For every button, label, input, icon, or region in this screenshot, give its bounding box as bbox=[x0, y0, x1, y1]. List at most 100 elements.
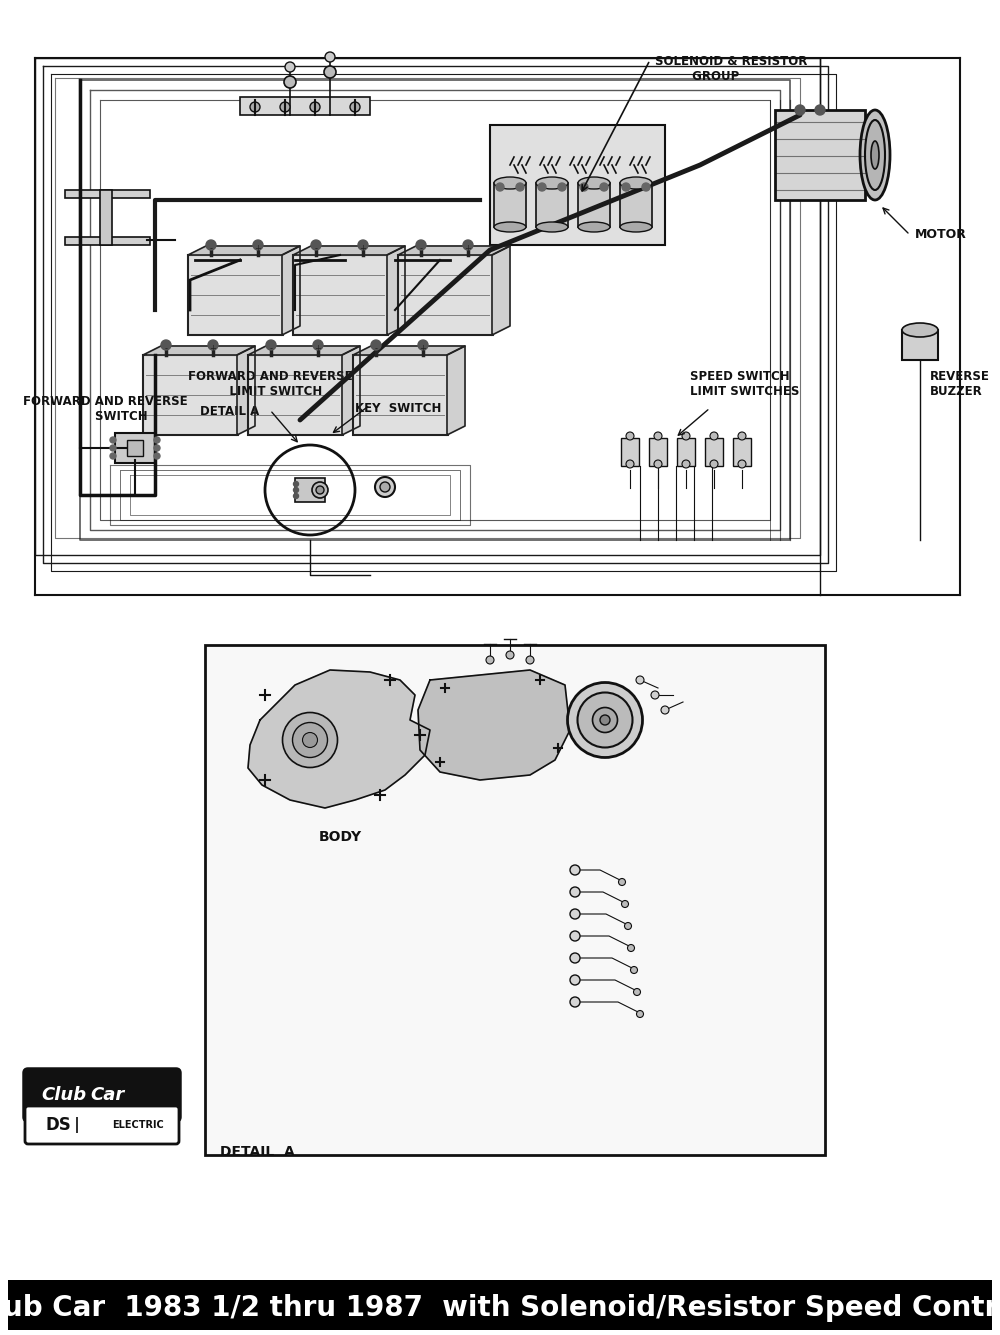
Polygon shape bbox=[418, 670, 570, 780]
Circle shape bbox=[738, 433, 746, 441]
Circle shape bbox=[570, 886, 580, 897]
Circle shape bbox=[516, 183, 524, 191]
Polygon shape bbox=[293, 246, 405, 255]
Circle shape bbox=[651, 692, 659, 700]
Circle shape bbox=[600, 183, 608, 191]
Bar bbox=[127, 441, 143, 457]
Bar bbox=[205, 645, 825, 1155]
Circle shape bbox=[526, 655, 534, 663]
FancyBboxPatch shape bbox=[24, 1069, 180, 1121]
Ellipse shape bbox=[568, 682, 642, 757]
Text: SPEED SWITCH
LIMIT SWITCHES: SPEED SWITCH LIMIT SWITCHES bbox=[690, 370, 799, 398]
Circle shape bbox=[626, 433, 634, 441]
Bar bbox=[115, 433, 155, 463]
Circle shape bbox=[570, 975, 580, 985]
Text: -: - bbox=[210, 244, 212, 254]
Text: +: + bbox=[255, 244, 261, 254]
Circle shape bbox=[486, 655, 494, 663]
Polygon shape bbox=[353, 346, 465, 355]
Circle shape bbox=[795, 105, 805, 115]
Ellipse shape bbox=[578, 178, 610, 190]
Polygon shape bbox=[188, 246, 300, 255]
Circle shape bbox=[738, 461, 746, 469]
Circle shape bbox=[284, 76, 296, 88]
Bar bbox=[578, 183, 610, 227]
Circle shape bbox=[570, 865, 580, 874]
Bar bbox=[76, 1117, 78, 1133]
Circle shape bbox=[628, 944, 635, 952]
Text: -: - bbox=[164, 344, 168, 352]
Polygon shape bbox=[387, 246, 405, 335]
Ellipse shape bbox=[302, 733, 318, 748]
Circle shape bbox=[310, 101, 320, 112]
Text: Car: Car bbox=[90, 1085, 124, 1104]
Circle shape bbox=[285, 61, 295, 72]
Text: DETAIL A: DETAIL A bbox=[200, 405, 260, 418]
Circle shape bbox=[280, 101, 290, 112]
Bar bbox=[575, 705, 605, 736]
Bar bbox=[8, 1280, 992, 1330]
Bar bbox=[353, 355, 448, 435]
Ellipse shape bbox=[292, 722, 328, 757]
Bar bbox=[293, 255, 388, 335]
Bar bbox=[143, 355, 238, 435]
Circle shape bbox=[311, 240, 321, 250]
Bar bbox=[536, 183, 568, 227]
Circle shape bbox=[371, 340, 381, 350]
Text: Club: Club bbox=[41, 1085, 86, 1104]
Ellipse shape bbox=[536, 222, 568, 232]
Bar bbox=[65, 238, 150, 246]
Circle shape bbox=[324, 65, 336, 77]
Text: DS: DS bbox=[45, 1116, 71, 1133]
Ellipse shape bbox=[536, 178, 568, 190]
Text: SOLENOID & RESISTOR
         GROUP: SOLENOID & RESISTOR GROUP bbox=[655, 55, 807, 83]
Text: +: + bbox=[210, 344, 216, 352]
Circle shape bbox=[631, 967, 638, 973]
Circle shape bbox=[110, 437, 116, 443]
Circle shape bbox=[636, 676, 644, 684]
Circle shape bbox=[358, 240, 368, 250]
Circle shape bbox=[250, 101, 260, 112]
Polygon shape bbox=[342, 346, 360, 435]
Bar bbox=[65, 190, 150, 198]
Bar bbox=[248, 355, 343, 435]
Text: -: - bbox=[420, 244, 422, 254]
Circle shape bbox=[154, 453, 160, 459]
Text: +: + bbox=[315, 344, 321, 352]
Ellipse shape bbox=[620, 222, 652, 232]
Circle shape bbox=[350, 101, 360, 112]
Ellipse shape bbox=[871, 142, 879, 170]
Ellipse shape bbox=[283, 713, 338, 768]
Ellipse shape bbox=[860, 109, 890, 200]
Circle shape bbox=[654, 433, 662, 441]
Text: DETAIL  A: DETAIL A bbox=[220, 1145, 295, 1159]
Circle shape bbox=[294, 494, 298, 498]
Text: REVERSE
BUZZER: REVERSE BUZZER bbox=[930, 370, 990, 398]
Bar bbox=[775, 109, 865, 200]
Bar bbox=[240, 97, 370, 115]
Bar bbox=[621, 438, 639, 466]
Circle shape bbox=[570, 930, 580, 941]
Ellipse shape bbox=[578, 222, 610, 232]
Bar bbox=[677, 438, 695, 466]
Text: KEY  SWITCH: KEY SWITCH bbox=[355, 402, 441, 415]
Polygon shape bbox=[237, 346, 255, 435]
Polygon shape bbox=[447, 346, 465, 435]
Circle shape bbox=[815, 105, 825, 115]
Circle shape bbox=[313, 340, 323, 350]
Bar bbox=[733, 438, 751, 466]
Text: ELECTRIC: ELECTRIC bbox=[112, 1120, 164, 1129]
Text: FORWARD AND REVERSE
   LIMIT SWITCH: FORWARD AND REVERSE LIMIT SWITCH bbox=[188, 370, 352, 398]
Ellipse shape bbox=[902, 323, 938, 336]
Circle shape bbox=[110, 445, 116, 451]
Bar bbox=[705, 438, 723, 466]
Circle shape bbox=[710, 433, 718, 441]
Circle shape bbox=[161, 340, 171, 350]
Bar bbox=[295, 478, 325, 502]
Polygon shape bbox=[492, 246, 510, 335]
Circle shape bbox=[538, 183, 546, 191]
Circle shape bbox=[316, 486, 324, 494]
Circle shape bbox=[661, 706, 669, 714]
FancyBboxPatch shape bbox=[25, 1105, 179, 1144]
Bar bbox=[188, 255, 283, 335]
